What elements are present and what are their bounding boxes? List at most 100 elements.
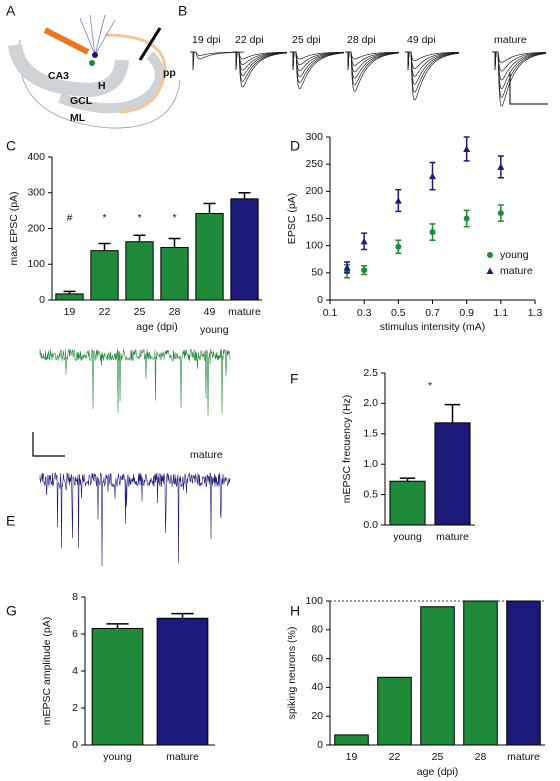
x-tick-label: 25 bbox=[432, 751, 444, 763]
bar bbox=[91, 627, 144, 746]
epsc-trace bbox=[405, 51, 460, 101]
bar bbox=[125, 241, 154, 301]
x-tick-label: 0.9 bbox=[459, 307, 474, 319]
y-tick-label: 8 bbox=[72, 591, 78, 603]
epsc-trace bbox=[290, 51, 344, 71]
y-tick-label: 100 bbox=[27, 258, 45, 270]
y-axis-label: max EPSC (pA) bbox=[8, 191, 20, 265]
panel-label: B bbox=[178, 3, 187, 19]
panel-label: A bbox=[6, 3, 16, 19]
y-tick-label: 6 bbox=[72, 628, 78, 640]
epsc-trace bbox=[405, 51, 460, 77]
bar bbox=[506, 600, 541, 746]
epsc-trace bbox=[492, 51, 547, 72]
x-tick-label: 19 bbox=[346, 751, 358, 763]
epsc-trace bbox=[345, 51, 400, 79]
epsc-trace bbox=[290, 51, 344, 84]
y-axis-label: EPSC (pA) bbox=[286, 193, 298, 244]
point bbox=[361, 267, 368, 274]
bar bbox=[230, 198, 259, 301]
x-tick-label: 0.3 bbox=[357, 307, 372, 319]
epsc-trace bbox=[492, 51, 547, 98]
epsc-trace bbox=[190, 51, 244, 71]
y-tick-label: 0 bbox=[317, 739, 323, 751]
point bbox=[395, 243, 402, 250]
x-tick-label: 0.5 bbox=[391, 307, 406, 319]
epsc-trace bbox=[492, 51, 547, 90]
legend-label: mature bbox=[500, 265, 533, 277]
y-tick-label: 0 bbox=[317, 294, 323, 306]
point bbox=[429, 229, 436, 236]
y-tick-label: 60 bbox=[311, 652, 323, 664]
epsc-trace bbox=[405, 51, 460, 93]
panel-label: E bbox=[6, 513, 15, 529]
epsc-trace bbox=[345, 51, 400, 92]
panel-label: G bbox=[6, 603, 17, 619]
region-label: H bbox=[98, 80, 106, 92]
epsc-trace bbox=[345, 51, 399, 71]
legend-marker bbox=[487, 252, 493, 258]
y-tick-label: 400 bbox=[27, 151, 45, 163]
y-tick-label: 2.5 bbox=[363, 367, 378, 379]
epsc-trace bbox=[405, 51, 460, 71]
y-tick-label: 300 bbox=[305, 131, 323, 143]
point bbox=[360, 237, 368, 245]
y-tick-label: 250 bbox=[305, 158, 323, 170]
y-tick-label: 300 bbox=[27, 187, 45, 199]
epsc-trace bbox=[345, 51, 399, 71]
x-axis-label: age (dpi) bbox=[136, 321, 177, 333]
scale-bar bbox=[32, 432, 65, 457]
y-tick-label: 0.0 bbox=[363, 519, 378, 531]
panel-label: F bbox=[290, 371, 299, 387]
y-tick-label: 20 bbox=[311, 710, 323, 722]
epsc-trace bbox=[405, 51, 460, 85]
x-tick-label: 25 bbox=[134, 306, 146, 318]
bar bbox=[420, 606, 455, 746]
x-tick-label: young bbox=[393, 531, 422, 543]
electrode bbox=[43, 27, 90, 55]
x-axis-label: age (dpi) bbox=[417, 766, 458, 778]
bar bbox=[334, 734, 369, 746]
schematic-drawing bbox=[8, 14, 181, 129]
epsc-trace bbox=[405, 51, 459, 71]
bar bbox=[90, 250, 119, 301]
point bbox=[497, 163, 505, 170]
bar bbox=[434, 422, 471, 526]
epsc-trace bbox=[290, 51, 345, 72]
y-tick-label: 100 bbox=[305, 239, 323, 251]
y-tick-label: 200 bbox=[305, 185, 323, 197]
pp-path bbox=[104, 33, 167, 114]
x-tick-label: 28 bbox=[169, 306, 181, 318]
y-tick-label: 200 bbox=[27, 222, 45, 234]
y-tick-label: 1.5 bbox=[363, 428, 378, 440]
x-tick-label: 1.3 bbox=[528, 307, 543, 319]
x-axis-label: stimulus intensity (mA) bbox=[380, 321, 486, 333]
legend-marker bbox=[486, 267, 494, 274]
scale-bar bbox=[509, 72, 548, 105]
annotation: * bbox=[102, 212, 106, 224]
y-tick-label: 50 bbox=[311, 267, 323, 279]
y-axis-label: mEPSC amplitude (pA) bbox=[41, 617, 53, 726]
x-tick-label: 22 bbox=[99, 306, 111, 318]
epsc-trace bbox=[345, 51, 399, 73]
neuron bbox=[92, 52, 98, 58]
epsc-trace bbox=[492, 51, 546, 71]
annotation: * bbox=[137, 212, 141, 224]
x-tick-label: mature bbox=[228, 306, 261, 318]
y-axis-label: spiking neurons (%) bbox=[286, 627, 298, 720]
y-tick-label: 40 bbox=[311, 681, 323, 693]
point bbox=[463, 145, 471, 152]
x-tick-label: 0.7 bbox=[425, 307, 440, 319]
trace-label: young bbox=[200, 324, 229, 336]
mini-trace bbox=[39, 348, 231, 416]
gcl-band bbox=[58, 51, 165, 114]
point bbox=[429, 172, 436, 180]
panel-label: C bbox=[6, 138, 16, 154]
x-tick-label: mature bbox=[507, 751, 540, 763]
x-tick-label: young bbox=[103, 751, 132, 763]
epsc-trace bbox=[290, 51, 345, 90]
neuron bbox=[89, 60, 95, 66]
epsc-trace bbox=[290, 51, 344, 71]
point bbox=[343, 263, 351, 271]
y-tick-label: 0.5 bbox=[363, 488, 378, 500]
